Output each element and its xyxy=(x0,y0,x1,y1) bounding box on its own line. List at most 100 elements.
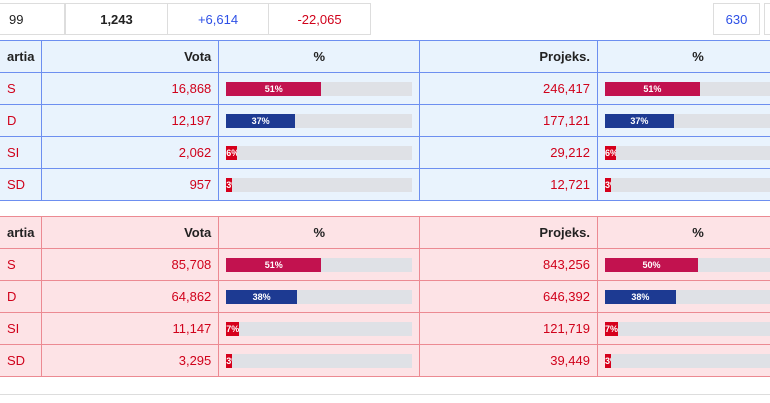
pct-cell: 7% xyxy=(596,312,770,345)
row: D 12,197 37% 177,121 37% xyxy=(0,104,770,137)
column-header: Projeks. xyxy=(419,40,598,73)
bar-track: 6% xyxy=(226,145,413,160)
bar-label: 3% xyxy=(226,355,232,366)
bar: 38% xyxy=(604,289,676,304)
votes: 2,062 xyxy=(41,136,220,169)
votes: 957 xyxy=(41,168,220,201)
votes: 16,868 xyxy=(41,72,220,105)
votes: 3,295 xyxy=(41,344,220,377)
column-header: artia xyxy=(0,40,43,73)
party: SI xyxy=(0,136,43,169)
bar: 51% xyxy=(226,257,322,272)
bar-track: 37% xyxy=(604,113,770,128)
bar: 38% xyxy=(226,289,297,304)
bar: 7% xyxy=(604,321,618,336)
party: S xyxy=(0,248,43,281)
column-header: Vota xyxy=(41,40,220,73)
pct-cell: 37% xyxy=(218,104,421,137)
stat-box: 1,243 xyxy=(65,3,168,35)
bar: 6% xyxy=(604,145,617,160)
bar-label: 51% xyxy=(264,83,283,94)
bar-label: 7% xyxy=(604,323,618,334)
pct-cell: 38% xyxy=(596,280,770,313)
votes: 85,708 xyxy=(41,248,220,281)
column-header: Projeks. xyxy=(419,216,598,249)
bar-label: 6% xyxy=(226,147,237,158)
column-header: % xyxy=(596,40,770,73)
pct-cell: 50% xyxy=(596,248,770,281)
column-header: Vota xyxy=(41,216,220,249)
bar: 7% xyxy=(226,321,240,336)
bar-track: 7% xyxy=(604,321,770,336)
bar-track: 37% xyxy=(226,113,413,128)
votes: 12,197 xyxy=(41,104,220,137)
pct-cell: 3% xyxy=(596,168,770,201)
votes: 11,147 xyxy=(41,312,220,345)
projection: 843,256 xyxy=(419,248,598,281)
bar-label: 50% xyxy=(642,259,661,270)
bar-track: 7% xyxy=(226,321,413,336)
projection: 39,449 xyxy=(419,344,598,377)
bar: 37% xyxy=(604,113,674,128)
bar-label: 38% xyxy=(631,291,650,302)
bar: 50% xyxy=(604,257,698,272)
party: D xyxy=(0,280,43,313)
bar: 6% xyxy=(226,145,238,160)
bar-track: 3% xyxy=(604,353,770,368)
projection: 177,121 xyxy=(419,104,598,137)
stat-box xyxy=(764,3,770,35)
projection: 246,417 xyxy=(419,72,598,105)
votes: 64,862 xyxy=(41,280,220,313)
pct-cell: 3% xyxy=(218,168,421,201)
column-header: % xyxy=(596,216,770,249)
bar: 3% xyxy=(604,177,611,192)
party: S xyxy=(0,72,43,105)
bar-label: 51% xyxy=(643,83,662,94)
column-header: artia xyxy=(0,216,43,249)
bar: 51% xyxy=(604,81,700,96)
bar-track: 3% xyxy=(604,177,770,192)
results-table: artia Vota% Projeks.% S 85,708 51% 843,256 50% D… xyxy=(0,216,770,377)
projection: 121,719 xyxy=(419,312,598,345)
projection: 12,721 xyxy=(419,168,598,201)
bar-track: 51% xyxy=(226,81,413,96)
bar: 51% xyxy=(226,81,322,96)
bar-track: 3% xyxy=(226,177,413,192)
party: D xyxy=(0,104,43,137)
bar: 3% xyxy=(604,353,611,368)
pct-cell: 6% xyxy=(218,136,421,169)
row: SD3,295 3% 39,449 3% xyxy=(0,344,770,377)
party: SI xyxy=(0,312,43,345)
pct-cell: 38% xyxy=(218,280,421,313)
bar-label: 6% xyxy=(604,147,616,158)
bar-label: 3% xyxy=(226,179,232,190)
pct-cell: 7% xyxy=(218,312,421,345)
bar-track: 38% xyxy=(604,289,770,304)
projection: 29,212 xyxy=(419,136,598,169)
pct-cell: 3% xyxy=(596,344,770,377)
row: S 16,868 51% 246,417 51% xyxy=(0,72,770,105)
bar-track: 51% xyxy=(604,81,770,96)
bar-label: 37% xyxy=(630,115,649,126)
bar: 37% xyxy=(226,113,296,128)
pct-cell: 51% xyxy=(218,72,421,105)
row: S 85,708 51% 843,256 50% xyxy=(0,248,770,281)
pct-cell: 37% xyxy=(596,104,770,137)
divider xyxy=(0,394,770,395)
bar-label: 7% xyxy=(226,323,240,334)
stat-box: 99 xyxy=(0,3,65,35)
bar-label: 37% xyxy=(251,115,270,126)
row: SI2,062 6% 29,212 6% xyxy=(0,136,770,169)
bar-label: 3% xyxy=(604,179,611,190)
pct-cell: 51% xyxy=(218,248,421,281)
bar: 3% xyxy=(226,353,232,368)
bar-label: 3% xyxy=(604,355,611,366)
header-row: artia Vota% Projeks.% xyxy=(0,216,770,249)
bar-track: 50% xyxy=(604,257,770,272)
bar: 3% xyxy=(226,177,232,192)
bar-track: 6% xyxy=(604,145,770,160)
projection: 646,392 xyxy=(419,280,598,313)
results-table: artia Vota% Projeks.% S 16,868 51% 246,417 51% D… xyxy=(0,40,770,201)
